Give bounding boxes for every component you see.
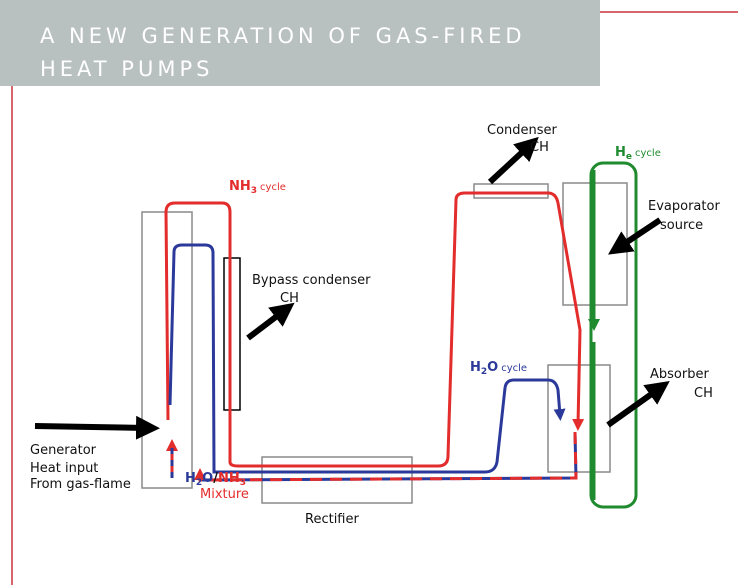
generator-label: Heat input: [30, 461, 98, 476]
h2o-path: [168, 243, 566, 474]
header-band: [0, 0, 600, 86]
absorber-label: Absorber: [650, 367, 709, 382]
rectifier-label: Rectifier: [305, 512, 359, 527]
he-loop: [589, 161, 638, 509]
generator-label: From gas-flame: [30, 477, 131, 492]
absorber-label: CH: [694, 386, 713, 401]
condenser-label: CH: [530, 140, 549, 155]
generator-label: Generator: [30, 443, 97, 458]
mixture-path: [194, 431, 578, 482]
title: A NEW GENERATION OF GAS-FIRED: [40, 24, 526, 48]
nh3-label: NH3 cycle: [229, 179, 286, 196]
he-label: He cycle: [615, 145, 661, 162]
evaporator-label: Evaporator: [648, 199, 720, 214]
condenser-label: Condenser: [487, 123, 558, 138]
evaporator-label: source: [660, 218, 703, 233]
bypass-label: Bypass condenser: [252, 273, 371, 288]
h2o-label: H2O cycle: [470, 360, 527, 377]
mixture-label: H2O/NH3: [185, 471, 246, 488]
mixture-caption: Mixture: [200, 487, 249, 502]
heat-arrows: [34, 136, 670, 440]
title: HEAT PUMPS: [40, 57, 213, 81]
nh3-path: [164, 191, 585, 468]
bypass-box: [223, 257, 241, 411]
bypass-label: CH: [280, 291, 299, 306]
